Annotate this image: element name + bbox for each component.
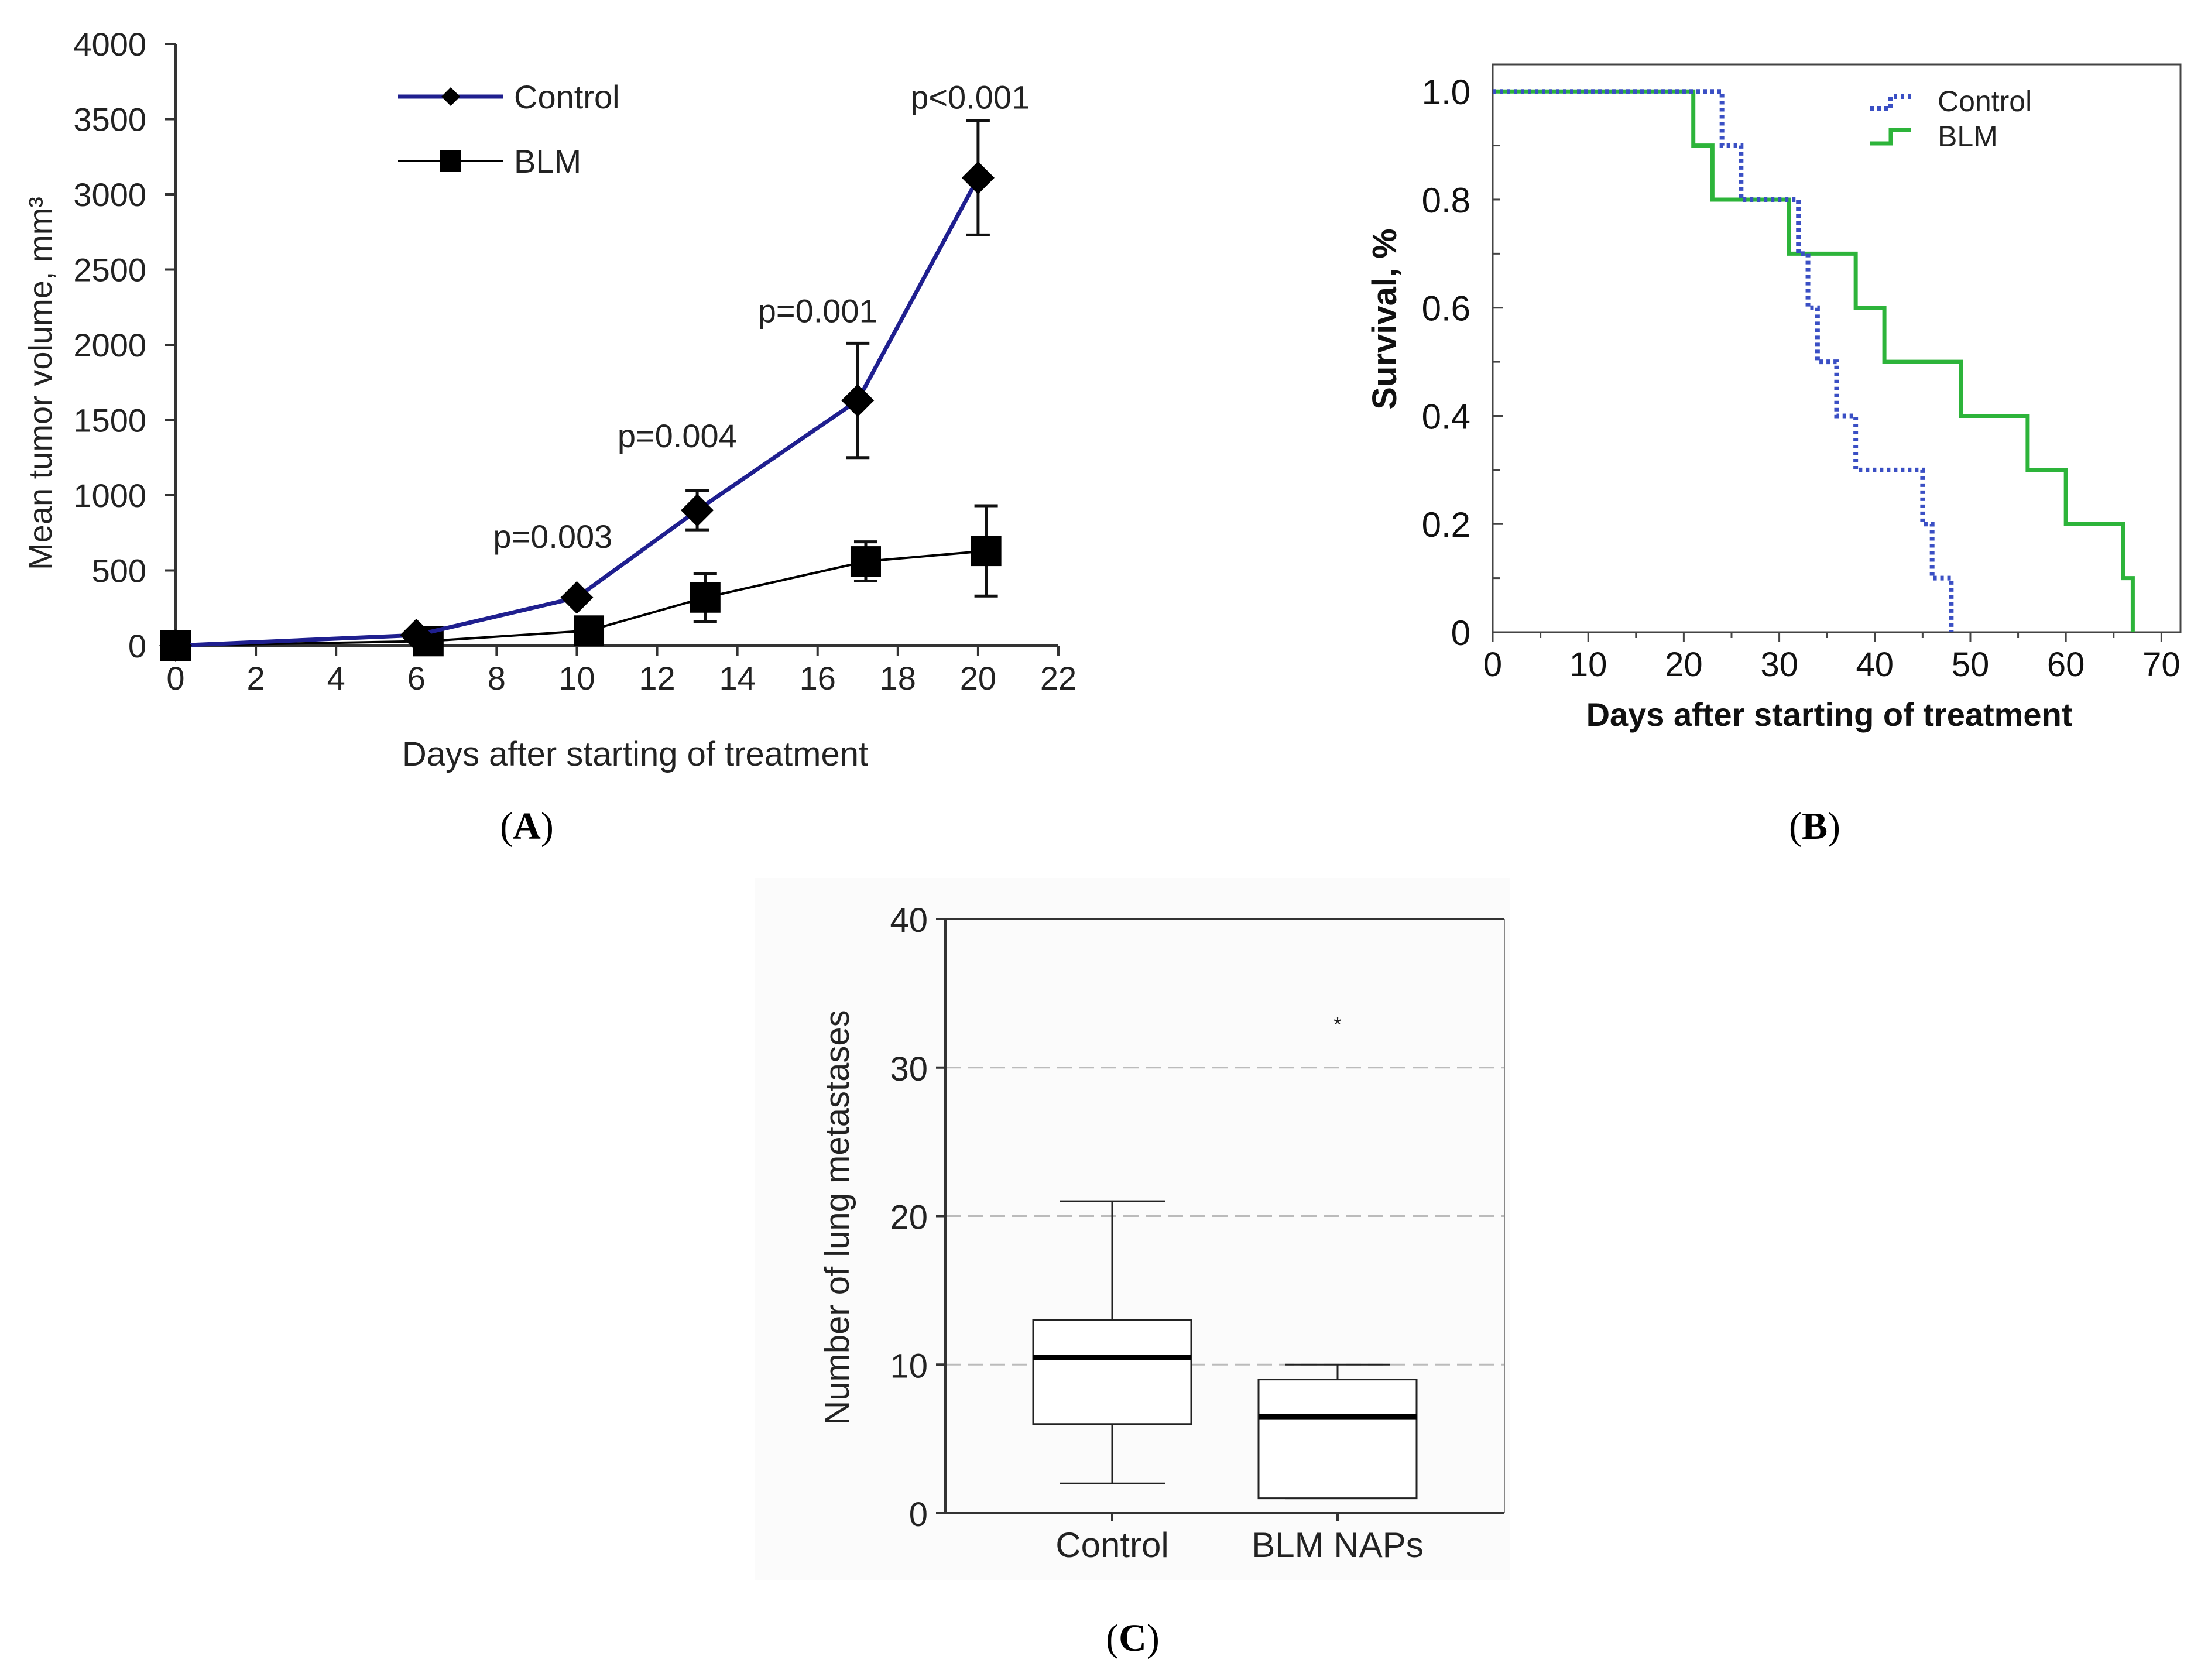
chart-a-x-tick-label: 8 bbox=[488, 660, 506, 697]
chart-a-point-control bbox=[841, 384, 875, 417]
chart-a-x-tick-label: 20 bbox=[960, 660, 996, 697]
chart-a-y-tick-label: 3500 bbox=[73, 101, 146, 138]
chart-c-y-tick-label: 40 bbox=[890, 901, 928, 940]
chart-a-p-value: p<0.001 bbox=[910, 79, 1030, 116]
chart-a-point-blm bbox=[690, 582, 721, 613]
chart-a-legend-label-control: Control bbox=[514, 78, 620, 115]
chart-a-legend-marker-control bbox=[441, 87, 460, 106]
chart-b-x-tick-label: 0 bbox=[1483, 646, 1502, 684]
chart-a-x-tick-label: 22 bbox=[1040, 660, 1076, 697]
chart-a-x-tick-label: 4 bbox=[327, 660, 345, 697]
panel-b-label: (B) bbox=[1789, 805, 1840, 848]
chart-b-y-axis-label: Survival, % bbox=[1366, 228, 1404, 409]
chart-b-x-tick-label: 50 bbox=[1952, 646, 1990, 684]
chart-b-y-tick-label: 0.2 bbox=[1422, 505, 1470, 544]
chart-c-x-tick-label: Control bbox=[1055, 1525, 1168, 1565]
chart-a-x-tick-label: 12 bbox=[639, 660, 675, 697]
chart-a-point-control bbox=[560, 581, 594, 614]
chart-a-y-tick-label: 2000 bbox=[73, 327, 146, 364]
chart-b-y-tick-label: 0 bbox=[1451, 613, 1470, 653]
chart-a-y-tick-label: 0 bbox=[128, 628, 146, 664]
chart-a-y-tick-label: 1000 bbox=[73, 477, 146, 514]
chart-a-y-tick-label: 500 bbox=[92, 553, 146, 589]
chart-b-x-tick-label: 20 bbox=[1665, 646, 1703, 684]
chart-b-y-tick-label: 0.4 bbox=[1422, 397, 1470, 436]
chart-a-p-value: p=0.003 bbox=[493, 518, 612, 555]
chart-b-plot-frame bbox=[1492, 63, 2182, 633]
chart-a-x-tick-label: 10 bbox=[558, 660, 595, 697]
chart-a-y-tick-label: 4000 bbox=[73, 26, 146, 63]
chart-b-legend-label-control: Control bbox=[1938, 85, 2032, 118]
chart-c-outlier: * bbox=[1333, 1014, 1341, 1036]
chart-c-box bbox=[1257, 1379, 1418, 1500]
chart-a-point-blm bbox=[574, 615, 605, 646]
panel-a-label: (A) bbox=[500, 805, 554, 848]
chart-c-y-tick-label: 20 bbox=[890, 1199, 928, 1237]
chart-a-point-blm bbox=[850, 546, 881, 577]
chart-a-series-line-blm bbox=[175, 550, 986, 647]
chart-b-y-tick-label: 0.6 bbox=[1422, 289, 1470, 328]
chart-a-point-control bbox=[159, 629, 192, 662]
chart-c-x-tick-label: BLM NAPs bbox=[1252, 1525, 1423, 1565]
panel-c-label: (C) bbox=[1106, 1617, 1160, 1660]
chart-b-y-tick-label: 0.8 bbox=[1422, 181, 1470, 220]
chart-a-p-value: p=0.001 bbox=[758, 292, 877, 329]
chart-a-x-tick-label: 6 bbox=[407, 660, 426, 697]
chart-c-y-tick-label: 10 bbox=[890, 1347, 928, 1385]
chart-a-x-tick-label: 14 bbox=[719, 660, 755, 697]
chart-c-y-axis-label: Number of lung metastases bbox=[818, 1010, 856, 1425]
chart-b-legend-line-blm bbox=[1870, 128, 1911, 146]
chart-b: Survival, % Days after starting of treat… bbox=[1366, 63, 2182, 733]
chart-a-y-tick-label: 1500 bbox=[73, 402, 146, 439]
chart-c-box bbox=[1032, 1319, 1192, 1425]
chart-c-y-tick-label: 30 bbox=[890, 1050, 928, 1088]
chart-b-legend-line-control bbox=[1870, 94, 1911, 111]
chart-c: Number of lung metastases 0 10 20 30 40 Contr… bbox=[755, 878, 1510, 1580]
chart-b-series-line-blm bbox=[1493, 89, 2135, 632]
chart-b-x-tick-label: 60 bbox=[2047, 646, 2085, 684]
chart-a-x-tick-label: 16 bbox=[800, 660, 836, 697]
chart-a-y-tick-label: 2500 bbox=[73, 252, 146, 289]
chart-a-p-value: p=0.004 bbox=[618, 417, 737, 454]
chart-a-point-control bbox=[400, 619, 433, 652]
chart-a-point-control bbox=[681, 493, 714, 527]
chart-b-x-tick-label: 40 bbox=[1856, 646, 1894, 684]
chart-c-y-tick-label: 0 bbox=[909, 1496, 928, 1534]
chart-b-x-tick-label: 70 bbox=[2142, 646, 2181, 684]
chart-b-legend-label-blm: BLM bbox=[1938, 120, 1998, 153]
chart-b-x-tick-label: 10 bbox=[1569, 646, 1607, 684]
chart-a-legend-label-blm: BLM bbox=[514, 143, 581, 180]
chart-a-y-tick-label: 3000 bbox=[73, 176, 146, 213]
chart-b-y-tick-label: 1.0 bbox=[1422, 73, 1470, 112]
chart-a-x-tick-label: 18 bbox=[880, 660, 916, 697]
chart-b-x-axis-label: Days after starting of treatment bbox=[1586, 696, 2073, 733]
chart-a-legend-marker-blm bbox=[440, 150, 461, 172]
chart-b-x-tick-label: 30 bbox=[1760, 646, 1798, 684]
chart-a-point-control bbox=[961, 161, 995, 194]
chart-a-x-axis-label: Days after starting of treatment bbox=[402, 735, 868, 773]
chart-a-x-tick-label: 0 bbox=[166, 660, 184, 697]
chart-a-point-blm bbox=[971, 536, 1002, 567]
chart-a-y-axis-label: Mean tumor volume, mm³ bbox=[22, 197, 59, 570]
chart-a: Mean tumor volume, mm³ Days after starti… bbox=[22, 26, 1076, 773]
chart-a-x-tick-label: 2 bbox=[247, 660, 265, 697]
chart-a-series-line-control bbox=[175, 177, 980, 648]
